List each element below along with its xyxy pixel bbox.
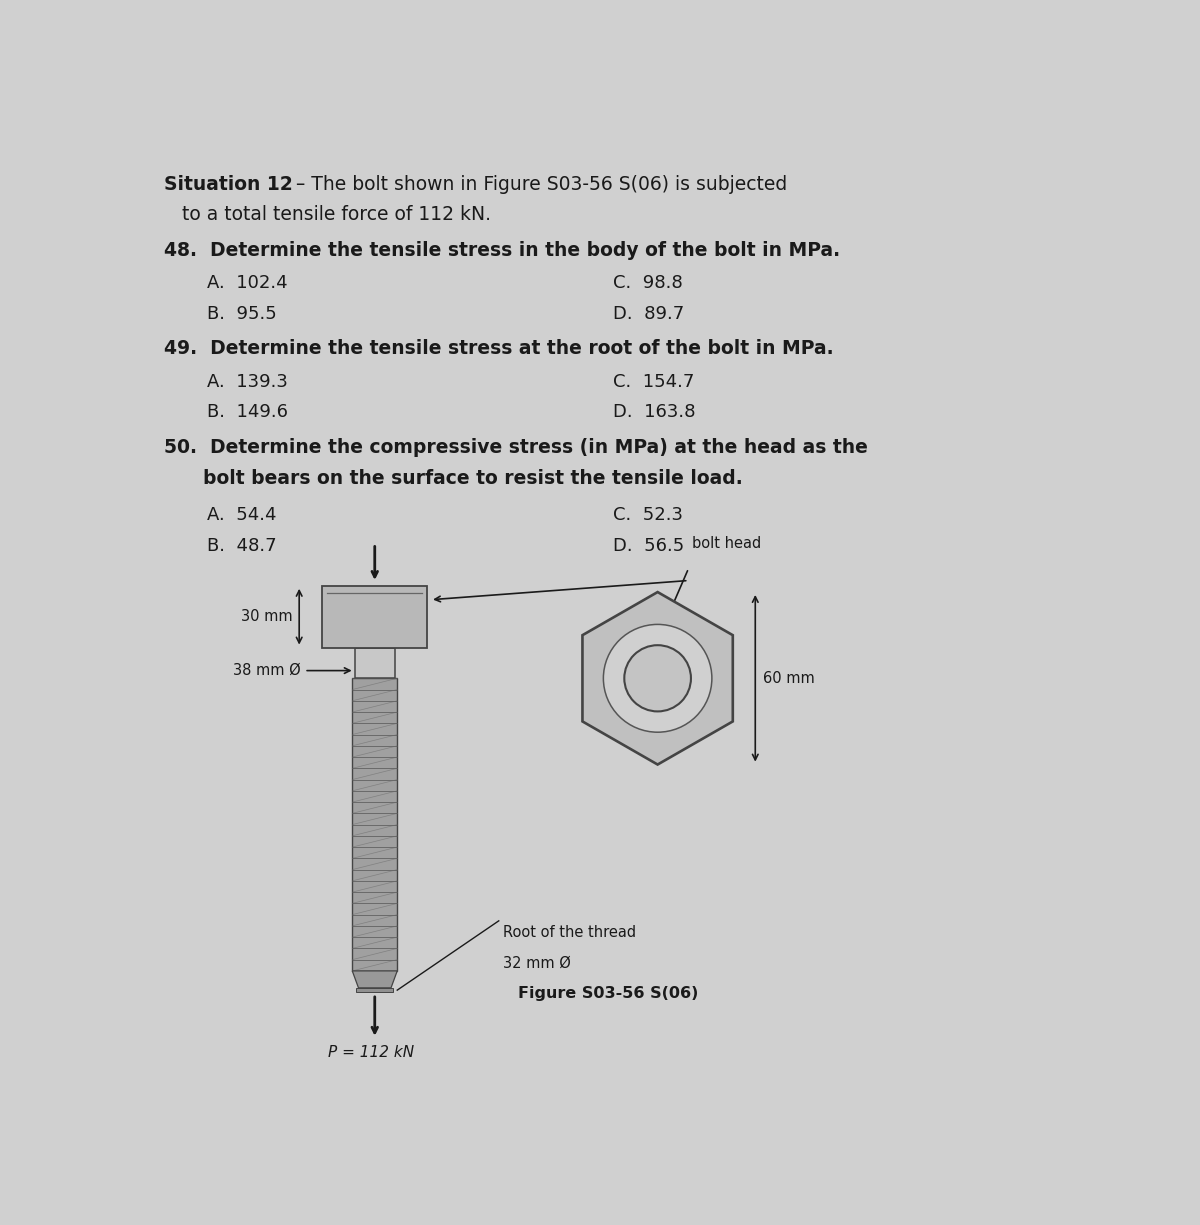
Text: A.  139.3: A. 139.3 bbox=[206, 372, 288, 391]
Text: P = 112 kN: P = 112 kN bbox=[328, 1045, 414, 1060]
Text: 30 mm: 30 mm bbox=[241, 609, 293, 625]
Text: D.  56.5: D. 56.5 bbox=[613, 537, 685, 555]
Polygon shape bbox=[353, 971, 397, 987]
Text: 49.  Determine the tensile stress at the root of the bolt in MPa.: 49. Determine the tensile stress at the … bbox=[164, 339, 834, 359]
Polygon shape bbox=[353, 679, 397, 971]
Text: C.  154.7: C. 154.7 bbox=[613, 372, 695, 391]
Circle shape bbox=[624, 646, 691, 712]
Text: D.  89.7: D. 89.7 bbox=[613, 305, 685, 323]
Text: 32 mm Ø: 32 mm Ø bbox=[503, 956, 570, 970]
Polygon shape bbox=[355, 648, 395, 679]
Text: Figure S03-56 S(06): Figure S03-56 S(06) bbox=[518, 986, 698, 1001]
Text: Root of the thread: Root of the thread bbox=[503, 925, 636, 940]
Circle shape bbox=[604, 625, 712, 733]
Text: Situation 12: Situation 12 bbox=[164, 175, 293, 195]
Polygon shape bbox=[356, 987, 394, 992]
Text: 38 mm Ø: 38 mm Ø bbox=[233, 663, 300, 679]
Text: 50.  Determine the compressive stress (in MPa) at the head as the: 50. Determine the compressive stress (in… bbox=[164, 439, 868, 457]
Text: 48.  Determine the tensile stress in the body of the bolt in MPa.: 48. Determine the tensile stress in the … bbox=[164, 241, 840, 260]
Text: B.  149.6: B. 149.6 bbox=[206, 403, 288, 421]
Text: D.  163.8: D. 163.8 bbox=[613, 403, 696, 421]
Text: 60 mm: 60 mm bbox=[763, 671, 815, 686]
Text: A.  102.4: A. 102.4 bbox=[206, 274, 287, 292]
Text: A.  54.4: A. 54.4 bbox=[206, 506, 276, 524]
Text: to a total tensile force of 112 kN.: to a total tensile force of 112 kN. bbox=[164, 205, 491, 224]
Polygon shape bbox=[582, 592, 733, 764]
Text: B.  48.7: B. 48.7 bbox=[206, 537, 276, 555]
Text: – The bolt shown in Figure S03-56 S(06) is subjected: – The bolt shown in Figure S03-56 S(06) … bbox=[290, 175, 787, 195]
Text: B.  95.5: B. 95.5 bbox=[206, 305, 276, 323]
Text: bolt head: bolt head bbox=[692, 537, 762, 551]
Text: bolt bears on the surface to resist the tensile load.: bolt bears on the surface to resist the … bbox=[164, 469, 743, 488]
Text: C.  98.8: C. 98.8 bbox=[613, 274, 683, 292]
Text: C.  52.3: C. 52.3 bbox=[613, 506, 684, 524]
Polygon shape bbox=[323, 586, 427, 648]
